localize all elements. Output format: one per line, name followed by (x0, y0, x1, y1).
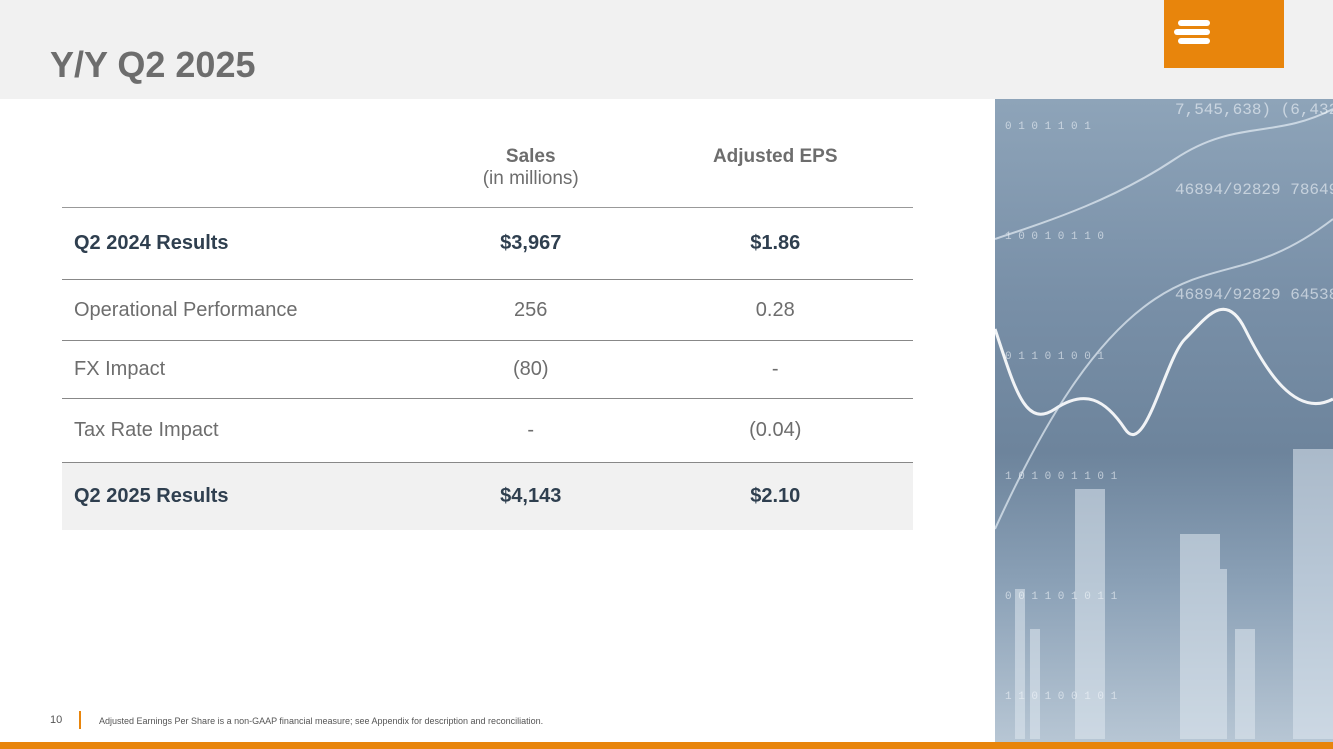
footer-divider (79, 711, 81, 729)
row-label: FX Impact (62, 340, 424, 399)
bottom-accent-bar (0, 742, 1333, 749)
table-row: Operational Performance 256 0.28 (62, 279, 913, 341)
table-row-total: Q2 2025 Results $4,143 $2.10 (62, 462, 913, 530)
eps-value: $2.10 (637, 462, 913, 530)
table-header-row: Sales (in millions) Adjusted EPS (62, 145, 913, 208)
slide-header: Y/Y Q2 2025 (0, 0, 1333, 99)
eps-value: - (637, 340, 913, 399)
eps-value: 0.28 (637, 279, 913, 341)
eps-value: (0.04) (637, 398, 913, 463)
svg-text:0 0 1 1 0 1 0 1 1: 0 0 1 1 0 1 0 1 1 (1005, 591, 1118, 603)
svg-text:46894/92829 78649/47: 46894/92829 78649/47 (1175, 181, 1333, 199)
sales-value: $3,967 (424, 207, 638, 280)
column-header-sales: Sales (in millions) (424, 145, 638, 208)
column-header-adjusted-eps: Adjusted EPS (637, 145, 913, 208)
yoy-results-table: Sales (in millions) Adjusted EPS Q2 2024 … (62, 145, 913, 530)
slide-title: Y/Y Q2 2025 (50, 44, 256, 85)
table-row: Tax Rate Impact - (0.04) (62, 398, 913, 463)
sales-value: 256 (424, 279, 638, 341)
svg-text:46894/92829 64538/754: 46894/92829 64538/754 (1175, 286, 1333, 304)
svg-text:7,545,638) (6,432,65: 7,545,638) (6,432,65 (1175, 101, 1333, 119)
svg-text:0 1 1 0 1 0 0 1: 0 1 1 0 1 0 0 1 (1005, 351, 1104, 363)
table-row: Q2 2024 Results $3,967 $1.86 (62, 207, 913, 280)
row-label: Q2 2025 Results (62, 462, 424, 530)
sales-value: - (424, 398, 638, 463)
svg-text:0 1 0 1 1 0 1: 0 1 0 1 1 0 1 (1005, 121, 1091, 133)
eps-value: $1.86 (637, 207, 913, 280)
table-row: FX Impact (80) - (62, 340, 913, 399)
te-connectivity-logo (1164, 0, 1284, 68)
row-label: Tax Rate Impact (62, 398, 424, 463)
footnote: Adjusted Earnings Per Share is a non-GAA… (99, 716, 544, 726)
svg-text:1 0 0 1 0 1 1 0: 1 0 0 1 0 1 1 0 (1005, 231, 1104, 243)
financial-data-background-image: 0 1 0 1 1 0 1 1 0 0 1 0 1 1 0 0 1 1 0 1 0… (995, 99, 1333, 742)
sales-value: $4,143 (424, 462, 638, 530)
row-label: Q2 2024 Results (62, 207, 424, 280)
svg-text:1 0 1 0 0 1 1 0 1: 1 0 1 0 0 1 1 0 1 (1005, 471, 1118, 483)
row-label: Operational Performance (62, 279, 424, 341)
svg-text:1 1 0 1 0 0 1 0 1: 1 1 0 1 0 0 1 0 1 (1005, 691, 1118, 703)
sales-value: (80) (424, 340, 638, 399)
page-number: 10 (50, 714, 63, 726)
column-header-blank (62, 145, 424, 208)
